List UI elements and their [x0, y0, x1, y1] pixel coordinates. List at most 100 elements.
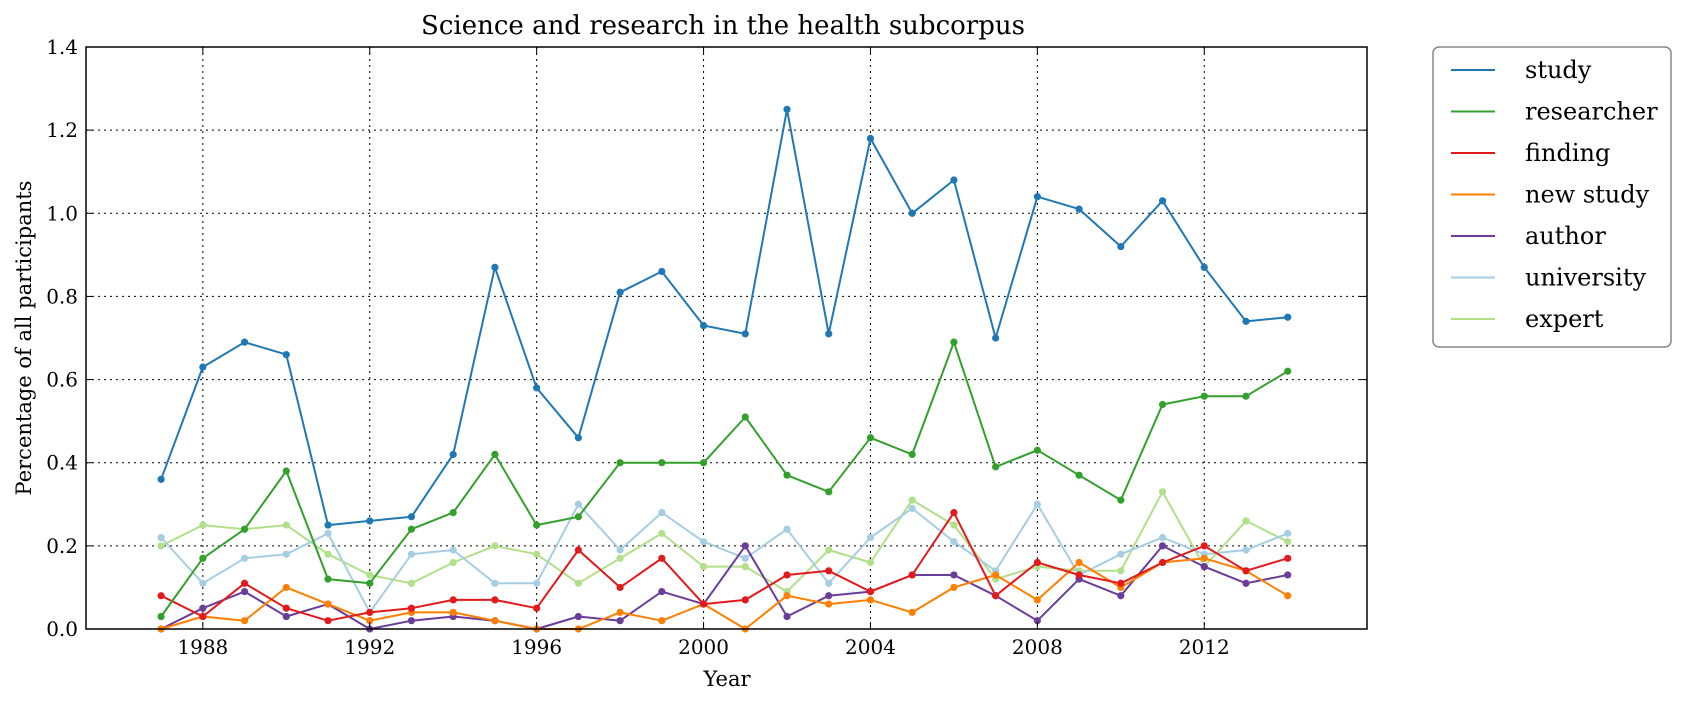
legend: study researcher finding new study author uni…	[1432, 46, 1672, 348]
data-point-expert	[157, 542, 165, 550]
data-point-study	[992, 334, 1000, 342]
data-point-expert	[366, 571, 374, 579]
data-point-new-study	[908, 608, 916, 616]
data-point-expert	[282, 521, 290, 529]
data-point-new-study	[491, 617, 499, 625]
data-point-study	[449, 450, 457, 458]
data-point-researcher	[282, 467, 290, 475]
x-tick-label: 1996	[511, 635, 562, 659]
data-point-finding	[1284, 554, 1292, 562]
data-point-finding	[407, 604, 416, 612]
data-point-author	[783, 612, 791, 621]
data-point-new-study	[282, 583, 290, 592]
data-point-researcher	[825, 488, 833, 496]
y-tick-label: 0.8	[46, 284, 78, 308]
data-point-study	[616, 288, 624, 296]
data-point-new-study	[240, 617, 249, 625]
data-point-expert	[1242, 517, 1250, 525]
data-point-university	[1242, 546, 1250, 554]
data-point-finding	[1075, 571, 1083, 579]
x-tick-label: 2004	[845, 635, 896, 659]
data-point-study	[908, 209, 916, 217]
legend-label-expert: expert	[1525, 305, 1604, 333]
data-point-study	[1284, 313, 1292, 321]
data-point-researcher	[1075, 471, 1083, 479]
data-point-researcher	[908, 450, 916, 458]
data-point-researcher	[366, 579, 374, 587]
data-point-new-study	[366, 617, 374, 625]
data-point-study	[658, 267, 666, 276]
series-line-study	[160, 108, 1288, 527]
data-point-finding	[1158, 558, 1167, 567]
series-study	[157, 105, 1292, 529]
data-point-researcher	[1033, 446, 1041, 454]
data-point-author	[658, 587, 666, 596]
y-tick-label: 0.0	[46, 617, 78, 641]
data-point-researcher	[950, 338, 958, 346]
data-point-researcher	[449, 508, 457, 517]
series-line-new-study	[160, 557, 1289, 630]
data-point-author	[825, 592, 833, 600]
data-point-finding	[282, 604, 290, 612]
data-point-author	[616, 617, 624, 625]
data-point-finding	[199, 612, 207, 621]
data-point-researcher	[574, 513, 582, 521]
grid-lines	[86, 47, 1367, 629]
data-point-university	[1284, 529, 1292, 537]
data-point-finding	[908, 571, 916, 579]
data-point-expert	[908, 496, 916, 504]
data-point-author	[199, 604, 207, 612]
series-layer	[157, 105, 1292, 633]
data-point-expert	[407, 579, 416, 587]
data-point-university	[574, 500, 582, 508]
data-point-researcher	[240, 525, 249, 533]
data-point-author	[950, 571, 958, 579]
data-point-university	[282, 550, 290, 558]
data-point-finding	[574, 546, 582, 554]
data-point-university	[449, 546, 457, 554]
data-point-researcher	[533, 521, 541, 529]
data-point-finding	[783, 571, 791, 579]
data-point-finding	[240, 579, 249, 587]
data-point-study	[741, 330, 749, 338]
data-point-new-study	[1284, 592, 1292, 600]
data-point-author	[574, 612, 582, 621]
data-point-university	[1033, 500, 1041, 508]
data-point-finding	[699, 600, 708, 608]
data-point-finding	[324, 617, 332, 625]
data-point-study	[1033, 193, 1041, 201]
data-point-study	[157, 475, 165, 483]
data-point-study	[783, 105, 791, 113]
data-point-expert	[658, 529, 666, 537]
y-tick-label: 0.2	[46, 534, 78, 558]
data-point-new-study	[783, 592, 791, 600]
data-point-finding	[449, 596, 457, 604]
data-point-researcher	[407, 525, 416, 533]
data-point-finding	[366, 608, 374, 616]
data-point-new-study	[449, 608, 457, 616]
legend-label-study: study	[1525, 56, 1592, 84]
data-point-finding	[992, 592, 1000, 600]
data-point-author	[407, 617, 416, 625]
data-point-expert	[950, 521, 958, 529]
data-point-university	[1158, 533, 1167, 542]
data-point-expert	[491, 542, 499, 550]
chart-title: Science and research in the health subco…	[421, 11, 1025, 41]
y-tick-label: 1.2	[46, 118, 78, 142]
data-point-finding	[866, 587, 875, 596]
data-point-new-study	[324, 600, 332, 608]
data-point-university	[699, 538, 708, 546]
data-point-researcher	[616, 459, 624, 467]
x-axis-label: Year	[702, 667, 751, 691]
data-point-new-study	[616, 608, 624, 616]
data-point-finding	[533, 604, 541, 612]
data-point-researcher	[157, 612, 165, 621]
data-point-university	[491, 579, 499, 587]
data-point-researcher	[1200, 392, 1208, 400]
data-point-new-study	[866, 596, 875, 604]
data-point-researcher	[992, 463, 1000, 471]
data-point-new-study	[658, 617, 666, 625]
data-point-study	[866, 134, 875, 143]
data-point-researcher	[1284, 367, 1292, 375]
